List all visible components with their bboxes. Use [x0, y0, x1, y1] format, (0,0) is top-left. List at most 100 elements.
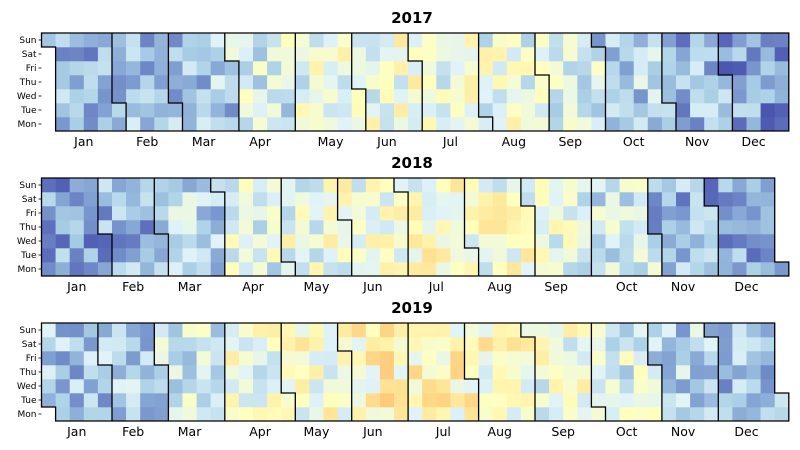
- day-cell: [337, 192, 352, 207]
- day-cell: [718, 365, 733, 380]
- day-cell: [253, 192, 268, 207]
- day-cell: [154, 47, 169, 62]
- day-cell: [549, 262, 564, 277]
- day-cell: [210, 407, 226, 422]
- day-cell: [422, 262, 437, 277]
- day-cell: [704, 379, 719, 394]
- day-cell: [577, 323, 592, 338]
- day-cell: [394, 262, 409, 277]
- day-cell: [210, 89, 226, 104]
- day-cell: [478, 248, 493, 263]
- day-cell: [520, 75, 536, 90]
- day-cell: [112, 117, 127, 132]
- day-cell: [140, 178, 155, 193]
- day-cell: [633, 407, 649, 422]
- day-cell: [365, 47, 381, 62]
- day-cell: [676, 206, 691, 221]
- panel-title: 2018: [391, 154, 433, 172]
- day-cell: [619, 61, 634, 76]
- day-cell: [535, 262, 550, 277]
- day-cell: [309, 103, 324, 118]
- day-cells: [41, 178, 790, 277]
- day-cell: [97, 248, 113, 263]
- day-cell: [295, 117, 310, 132]
- day-cell: [506, 351, 522, 366]
- day-cell: [154, 117, 169, 132]
- day-cell: [309, 234, 324, 249]
- day-cell: [112, 248, 127, 263]
- day-cell: [450, 379, 465, 394]
- day-cell: [408, 379, 423, 394]
- day-cell: [253, 61, 268, 76]
- day-cell: [450, 61, 465, 76]
- day-cell: [365, 75, 381, 90]
- day-cell: [69, 262, 85, 277]
- day-cell: [224, 61, 240, 76]
- day-cell: [168, 393, 183, 408]
- day-cell: [647, 117, 663, 132]
- day-cell: [661, 262, 677, 277]
- day-cell: [549, 117, 564, 132]
- day-cell: [210, 393, 226, 408]
- day-cell: [450, 206, 465, 221]
- day-cell: [379, 178, 395, 193]
- day-cell: [337, 379, 352, 394]
- day-cell: [351, 178, 367, 193]
- day-cell: [182, 379, 197, 394]
- day-cell: [774, 33, 790, 48]
- day-cell: [492, 75, 508, 90]
- day-cell: [112, 47, 127, 62]
- day-cell: [365, 407, 381, 422]
- day-cell: [520, 337, 536, 352]
- day-cell: [704, 262, 719, 277]
- day-cell: [267, 75, 282, 90]
- day-cell: [563, 262, 578, 277]
- day-cell: [210, 365, 226, 380]
- day-cell: [126, 103, 141, 118]
- day-cell: [379, 379, 395, 394]
- day-cell: [210, 234, 226, 249]
- month-label: Mar: [192, 134, 216, 149]
- day-cell: [253, 75, 268, 90]
- day-cell: [774, 262, 790, 277]
- day-cell: [267, 117, 282, 132]
- day-cell: [605, 234, 620, 249]
- day-cell: [154, 351, 169, 366]
- day-cell: [450, 33, 465, 48]
- day-cell: [492, 262, 508, 277]
- day-cell: [394, 178, 409, 193]
- day-cell: [520, 103, 536, 118]
- day-cell: [506, 75, 522, 90]
- day-cell: [676, 33, 691, 48]
- day-cell: [337, 262, 352, 277]
- day-cell: [281, 234, 296, 249]
- day-cell: [224, 89, 240, 104]
- day-cell: [718, 323, 733, 338]
- year-panel-2017: 2017 Sun Sat Fri Thu Wed Tue Mon Jan Feb Mar Apr May…: [17, 9, 790, 149]
- day-cell: [591, 103, 606, 118]
- day-cell: [112, 337, 127, 352]
- day-cell: [168, 248, 183, 263]
- day-cell: [154, 234, 169, 249]
- day-cell: [563, 407, 578, 422]
- day-cell: [394, 33, 409, 48]
- day-cell: [718, 117, 733, 132]
- day-cell: [337, 351, 352, 366]
- day-cell: [549, 206, 564, 221]
- month-label: Dec: [734, 279, 758, 294]
- day-cell: [563, 61, 578, 76]
- day-cell: [704, 351, 719, 366]
- day-cell: [379, 103, 395, 118]
- day-cell: [238, 337, 254, 352]
- day-cell: [69, 33, 85, 48]
- day-cell: [182, 33, 197, 48]
- day-cell: [605, 407, 620, 422]
- day-cell: [647, 234, 663, 249]
- day-cell: [323, 337, 338, 352]
- day-cell: [182, 75, 197, 90]
- day-cell: [492, 206, 508, 221]
- day-cell: [140, 365, 155, 380]
- day-cell: [365, 393, 381, 408]
- day-cell: [168, 178, 183, 193]
